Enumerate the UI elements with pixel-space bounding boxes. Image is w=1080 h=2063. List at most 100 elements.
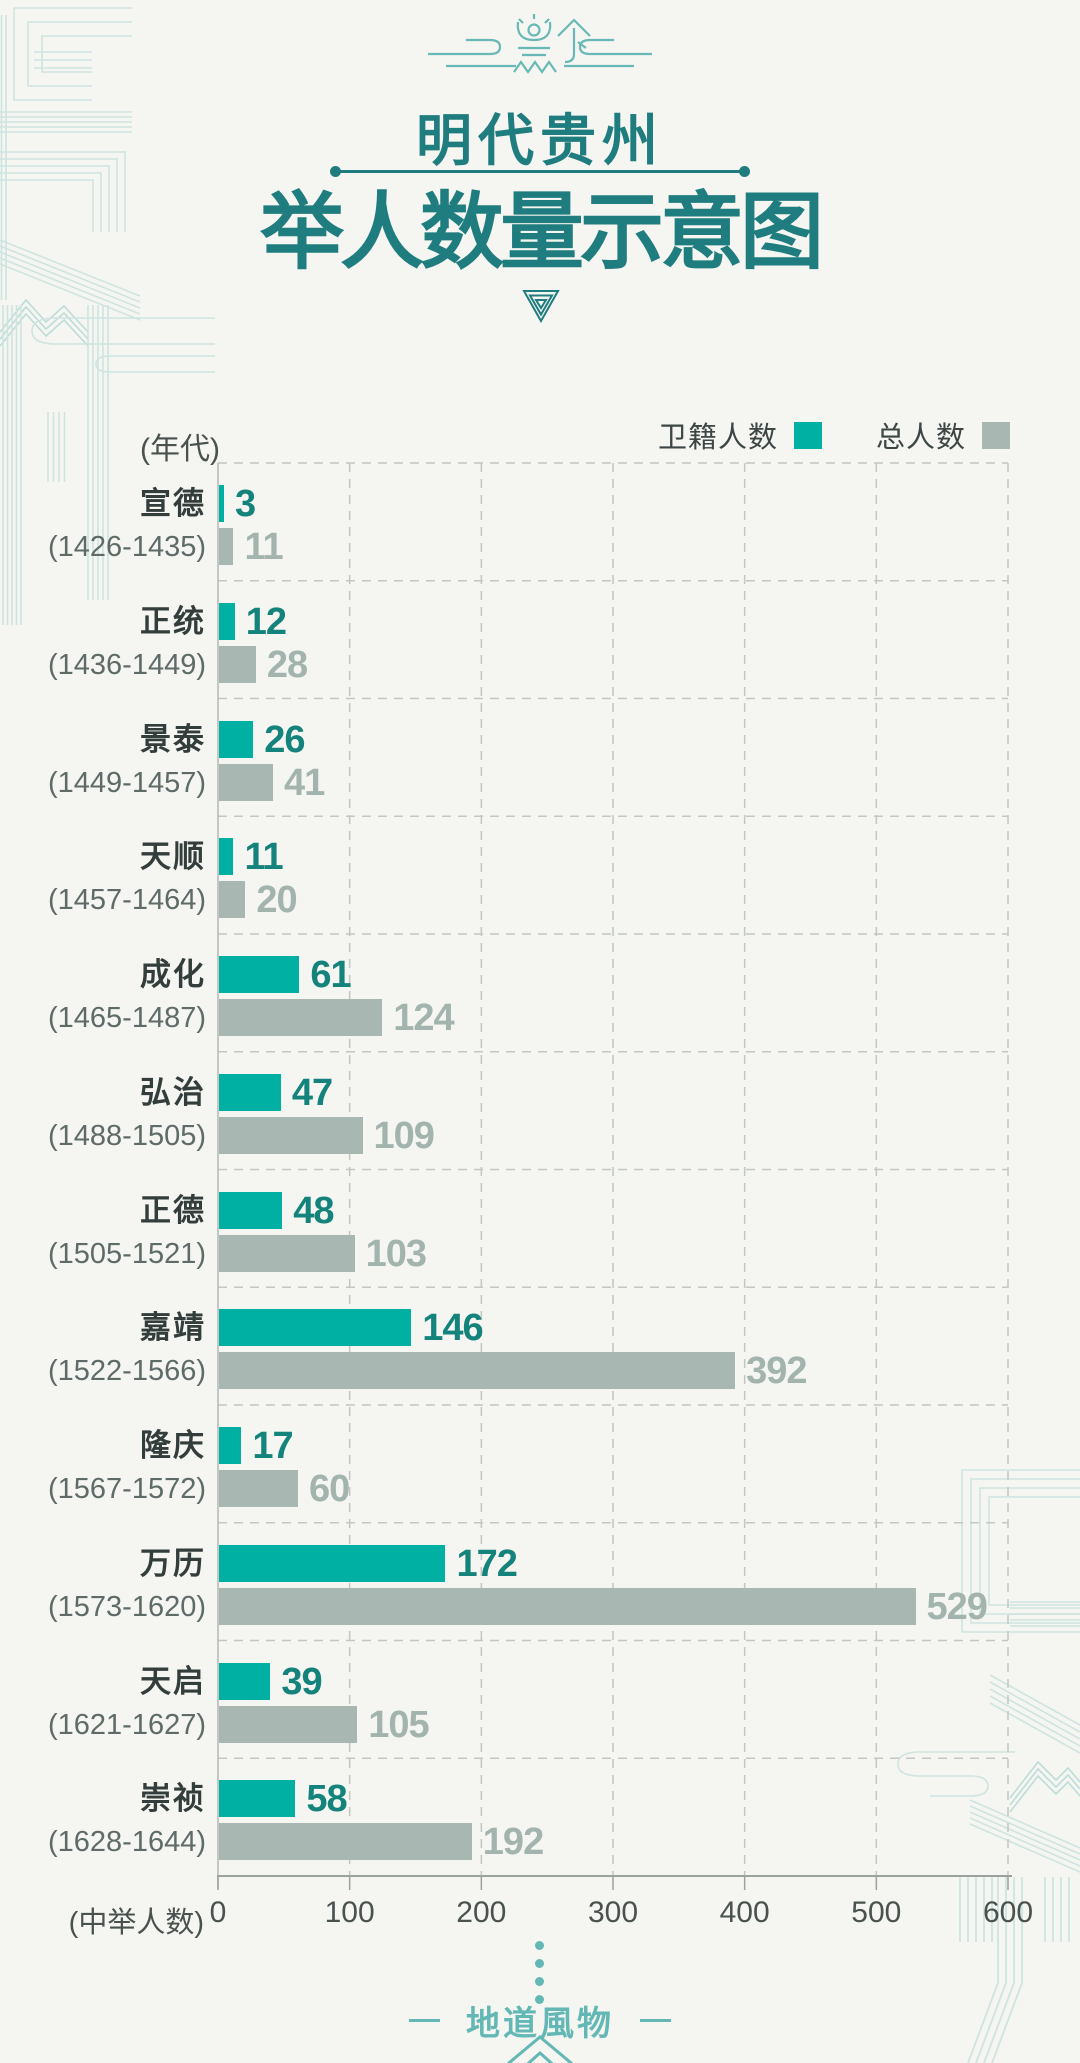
total-value: 109 (373, 1114, 435, 1157)
era-row: 弘治 (1488-1505) 47 109 (0, 1052, 1080, 1170)
era-row: 隆庆 (1567-1572) 17 60 (0, 1405, 1080, 1523)
bar-chart-rows: 宣德 (1426-1435) 3 11 正统 (1436-1449) 12 28 景泰 (1449… (0, 463, 1080, 1876)
weiji-value: 11 (244, 836, 283, 879)
total-bar (219, 1352, 736, 1390)
weiji-value: 3 (235, 483, 256, 525)
total-bar (219, 999, 383, 1036)
era-row: 成化 (1465-1487) 61 124 (0, 934, 1080, 1052)
era-label: 万历 (140, 1545, 206, 1581)
weiji-bar (219, 1662, 271, 1700)
total-value: 392 (746, 1350, 807, 1393)
era-label: 弘治 (140, 1074, 206, 1110)
x-tick-label: 600 (982, 1896, 1034, 1929)
chart-subtitle: 明代贵州 (416, 109, 664, 172)
weiji-bar (219, 602, 235, 640)
footer-dots-ornament (535, 1941, 544, 2004)
total-bar (219, 528, 234, 565)
x-tick-label: 400 (719, 1896, 770, 1929)
weiji-bar (219, 838, 234, 876)
era-row: 正统 (1436-1449) 12 28 (0, 581, 1080, 699)
era-years-label: (1621-1627) (48, 1708, 206, 1741)
weiji-value: 39 (281, 1660, 322, 1703)
total-bar (219, 1470, 298, 1507)
total-bar (219, 1587, 916, 1625)
x-tick-label: 0 (209, 1896, 227, 1929)
mountain-ornament-icon (506, 2035, 574, 2063)
x-tick-label: 300 (587, 1896, 639, 1929)
era-years-label: (1426-1435) (48, 531, 206, 563)
era-years-label: (1449-1457) (48, 766, 206, 799)
triangle-ornament-icon (522, 290, 560, 323)
legend-label: 总人数 (875, 422, 966, 454)
era-label: 崇祯 (140, 1781, 206, 1817)
total-value: 529 (926, 1585, 988, 1628)
era-years-label: (1567-1572) (48, 1473, 206, 1505)
weiji-bar (219, 1427, 242, 1464)
x-tick-label: 200 (456, 1896, 507, 1929)
era-row: 宣德 (1426-1435) 3 11 (0, 463, 1080, 581)
total-bar (219, 881, 246, 919)
era-label: 景泰 (140, 721, 206, 757)
brand-dash-right (640, 2019, 671, 2022)
weiji-bar (219, 1073, 281, 1111)
brand-dash-left (409, 2019, 440, 2022)
era-years-label: (1628-1644) (48, 1826, 206, 1859)
era-label: 嘉靖 (140, 1310, 206, 1346)
era-label: 正德 (140, 1192, 206, 1228)
total-value: 28 (266, 643, 308, 686)
era-row: 万历 (1573-1620) 172 529 (0, 1523, 1080, 1641)
total-value: 11 (244, 526, 283, 568)
weiji-value: 12 (245, 600, 287, 643)
weiji-value: 17 (252, 1425, 293, 1467)
era-row: 景泰 (1449-1457) 26 41 (0, 699, 1080, 817)
total-value: 60 (309, 1468, 350, 1510)
total-bar (219, 645, 256, 683)
era-years-label: (1465-1487) (48, 1002, 206, 1034)
x-tick-label: 500 (851, 1896, 902, 1929)
legend-swatch (982, 421, 1010, 449)
weiji-value: 48 (293, 1189, 334, 1232)
weiji-bar (219, 1780, 296, 1818)
title-divider (330, 166, 750, 177)
era-label: 天顺 (140, 839, 206, 875)
total-value: 20 (256, 879, 297, 922)
total-value: 124 (393, 997, 454, 1039)
weiji-bar (219, 1544, 446, 1582)
total-value: 103 (365, 1232, 427, 1275)
weiji-value: 47 (291, 1071, 333, 1114)
y-axis-unit-label: (年代) (140, 433, 220, 466)
era-row: 天顺 (1457-1464) 11 20 (0, 816, 1080, 934)
legend-label: 卫籍人数 (657, 422, 778, 454)
era-years-label: (1457-1464) (48, 884, 206, 917)
legend-item-total: 总人数 (876, 414, 1010, 456)
era-label: 宣德 (140, 486, 206, 521)
era-years-label: (1522-1566) (48, 1355, 206, 1388)
legend-item-weiji: 卫籍人数 (658, 414, 822, 456)
weiji-value: 26 (264, 718, 305, 761)
legend: 卫籍人数 总人数 (658, 414, 1010, 456)
weiji-value: 61 (310, 954, 351, 996)
total-bar (219, 763, 273, 801)
total-bar (219, 1705, 358, 1743)
total-bar (219, 1823, 472, 1861)
era-row: 正德 (1505-1521) 48 103 (0, 1170, 1080, 1288)
x-axis-unit-label: (中举人数) (68, 1907, 204, 1939)
weiji-bar (219, 485, 224, 522)
weiji-value: 172 (456, 1542, 517, 1585)
total-bar (219, 1234, 355, 1272)
era-label: 天启 (140, 1663, 206, 1699)
weiji-bar (219, 956, 300, 993)
total-value: 105 (368, 1703, 429, 1746)
chart-title: 举人数量示意图 (259, 185, 824, 279)
brand-logo-icon (428, 14, 652, 74)
era-row: 天启 (1621-1627) 39 105 (0, 1641, 1080, 1759)
weiji-bar (219, 1191, 283, 1229)
era-row: 嘉靖 (1522-1566) 146 392 (0, 1287, 1080, 1405)
total-value: 192 (482, 1821, 544, 1864)
total-value: 41 (283, 761, 325, 804)
weiji-bar (219, 1309, 412, 1347)
total-bar (219, 1116, 363, 1154)
era-years-label: (1436-1449) (48, 648, 206, 681)
era-years-label: (1505-1521) (48, 1237, 206, 1270)
